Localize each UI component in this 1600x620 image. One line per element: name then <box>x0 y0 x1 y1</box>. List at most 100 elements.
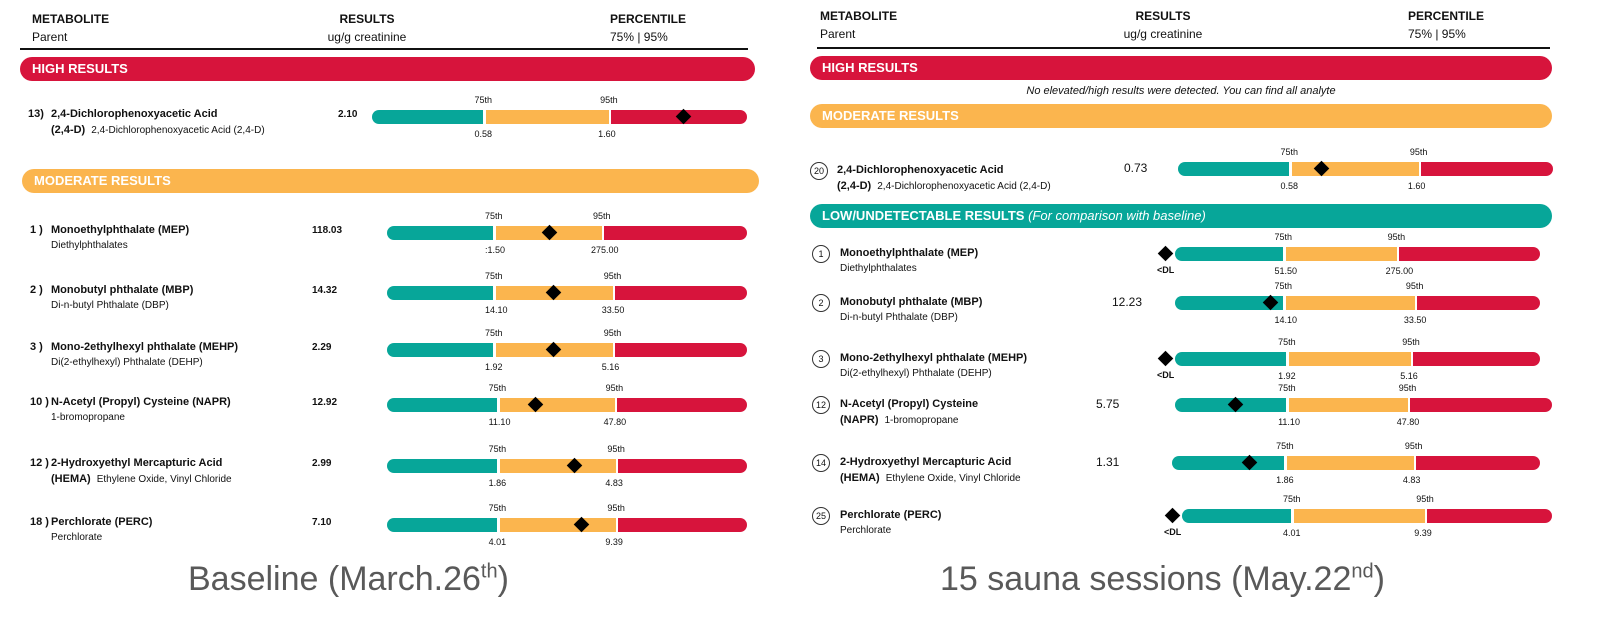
metabolite-row: 3 Mono-2ethylhexyl phthalate (MEHP) Di(2-e… <box>800 0 1590 381</box>
p95-label: 95th <box>600 95 618 105</box>
p95-value: 275.00 <box>591 245 619 255</box>
high-segment <box>1413 352 1540 366</box>
p75-value: 1.86 <box>1276 475 1294 485</box>
p75-label: 75th <box>1278 337 1296 347</box>
p95-value: 1.60 <box>1407 181 1426 191</box>
metabolite-name: Mono-2ethylhexyl phthalate (MEHP) <box>51 341 239 353</box>
baseline-panel: METABOLITE Parent RESULTS ug/g creatinin… <box>0 0 790 620</box>
caption-sup: th <box>480 560 498 583</box>
low-results-band: LOW/UNDETECTABLE RESULTS (For comparison… <box>810 204 1552 228</box>
low-segment <box>387 343 493 357</box>
low-segment <box>387 286 493 300</box>
metabolite-row: 3 ) Mono-2ethylhexyl phthalate (MEHP) Di(2… <box>0 0 790 372</box>
p75-label: 75th <box>488 444 507 454</box>
low-segment <box>1178 162 1289 176</box>
header-results: RESULTS ug/g creatinine <box>312 12 422 44</box>
moderate-segment <box>499 398 615 412</box>
p95-label: 95th <box>603 328 622 338</box>
percentile-bar <box>1175 247 1540 261</box>
parent-name: 2,4-Dichlorophenoxyacetic Acid (2,4-D) <box>877 181 1051 192</box>
moderate-segment <box>1294 509 1426 523</box>
parent-name: Di-n-butyl Phthalate (DBP) <box>51 300 169 311</box>
p95-value: 4.83 <box>605 478 623 488</box>
parent-compound: Di-n-butyl Phthalate (DBP) <box>51 300 169 311</box>
result-value: 12.23 <box>1112 295 1143 309</box>
p75-value: 14.10 <box>1274 315 1298 325</box>
p95-value: 4.83 <box>1402 475 1421 485</box>
moderate-segment <box>1289 352 1412 366</box>
index-circle: 14 <box>812 454 830 472</box>
p95-label: 95th <box>1409 147 1428 157</box>
p75-label: 75th <box>488 383 507 393</box>
parent-compound: (2,4-D) 2,4-Dichlorophenoxyacetic Acid (2… <box>51 124 265 136</box>
high-segment <box>614 343 747 357</box>
parent-compound: Di(2-ethylhexyl) Phthalate (DEHP) <box>51 357 203 368</box>
metabolite-row: 2 ) Monobutyl phthalate (MBP) Di-n-butyl P… <box>0 0 790 315</box>
percentile-bar <box>1182 509 1552 523</box>
metabolite-row: 18 ) Perchlorate (PERC) Perchlorate 7.10 75t… <box>0 0 790 547</box>
sauna-caption: 15 sauna sessions (May.22nd) <box>940 560 1385 599</box>
parent-compound: Di-n-butyl Phthalate (DBP) <box>840 312 958 323</box>
parent-compound: Diethylphthalates <box>840 263 917 274</box>
parent-name: Diethylphthalates <box>51 240 128 251</box>
p95-label: 95th <box>1405 281 1424 291</box>
moderate-results-band: MODERATE RESULTS <box>810 104 1552 128</box>
high-segment <box>1427 509 1552 523</box>
col-percentile: PERCENTILE <box>1408 9 1485 23</box>
col-metabolite: METABOLITE <box>32 12 110 26</box>
metabolite-row: 12 ) 2-Hydroxyethyl Mercapturic Acid (HEMA… <box>0 0 790 488</box>
metabolite-name: Perchlorate (PERC) <box>840 509 942 521</box>
index-label: 2 ) <box>30 284 43 296</box>
p75-label: 75th <box>485 328 503 338</box>
moderate-segment <box>1291 162 1419 176</box>
parent-compound: Perchlorate <box>51 532 102 543</box>
p95-value: 9.39 <box>605 537 623 547</box>
percentile-bar <box>1172 456 1540 470</box>
header-percentile: PERCENTILE 75% | 95% <box>610 12 686 44</box>
parent-compound: Perchlorate <box>840 525 891 536</box>
p95-value: 33.50 <box>1403 315 1427 325</box>
p95-value: 33.50 <box>601 305 625 315</box>
moderate-segment <box>485 110 610 124</box>
index-circle: 3 <box>812 350 830 368</box>
high-segment <box>616 398 747 412</box>
high-segment <box>618 518 747 532</box>
metabolite-row: 13) 2,4-Dichlorophenoxyacetic Acid (2,4-D)… <box>0 0 790 139</box>
parent-compound: Diethylphthalates <box>51 240 128 251</box>
percentile-bar <box>387 343 747 357</box>
p95-value: 1.60 <box>598 129 616 139</box>
metabolite-name: Monoethylphthalate (MEP) <box>840 247 979 259</box>
p75-value: :1.50 <box>485 245 506 255</box>
metabolite-row: 12 N-Acetyl (Propyl) Cysteine (NAPR) 1-brom… <box>800 0 1590 427</box>
col-percentile-values: 75% | 95% <box>610 30 668 44</box>
parent-name: Di(2-ethylhexyl) Phthalate (DEHP) <box>840 368 992 379</box>
high-segment <box>1416 296 1540 310</box>
header-rule <box>20 48 748 50</box>
col-metabolite: METABOLITE <box>820 9 898 23</box>
caption-text: 15 sauna sessions (May.22 <box>940 560 1352 598</box>
high-results-band: HIGH RESULTS <box>20 57 755 81</box>
high-segment <box>1409 398 1552 412</box>
low-segment <box>1175 247 1283 261</box>
p75-value: 11.10 <box>488 417 511 427</box>
no-high-results-note: No elevated/high results were detected. … <box>1026 85 1336 97</box>
index-circle: 2 <box>812 294 830 312</box>
parent-name: Di-n-butyl Phthalate (DBP) <box>840 312 958 323</box>
p75-label: 75th <box>485 211 503 221</box>
p95-value: 275.00 <box>1385 266 1414 276</box>
header-results: RESULTS ug/g creatinine <box>1108 9 1218 41</box>
percentile-bar <box>1175 398 1552 412</box>
header-metabolite: METABOLITE Parent <box>32 12 109 44</box>
moderate-segment <box>499 459 617 473</box>
p75-label: 75th <box>1280 147 1299 157</box>
col-results: RESULTS <box>1135 9 1191 23</box>
metabolite-row: 25 Perchlorate (PERC) Perchlorate 75th 95th 4… <box>800 0 1590 538</box>
p95-label: 95th <box>607 503 625 513</box>
p75-value: 1.86 <box>488 478 507 488</box>
metabolite-name: 2,4-Dichlorophenoxyacetic Acid <box>837 164 1004 176</box>
percentile-bar <box>387 398 747 412</box>
p75-label: 75th <box>1276 441 1294 451</box>
parent-name: Perchlorate <box>840 525 892 536</box>
p95-label: 95th <box>1404 441 1423 451</box>
low-segment <box>387 518 497 532</box>
